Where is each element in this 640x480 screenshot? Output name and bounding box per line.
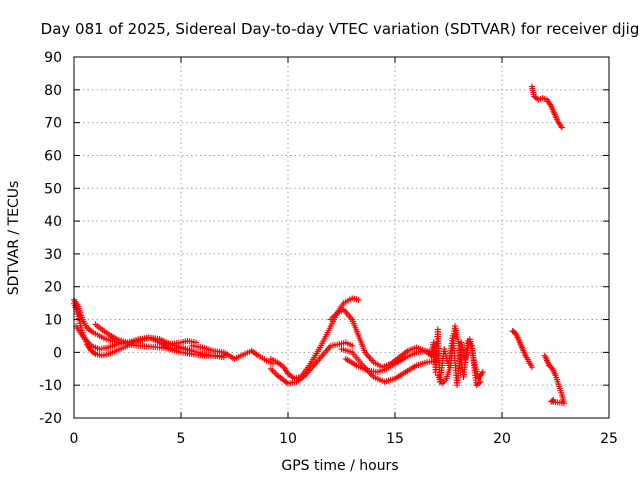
x-tick-label: 0: [70, 431, 79, 447]
x-axis-label: GPS time / hours: [281, 458, 398, 474]
data-marks: [71, 83, 568, 407]
x-tick-label: 20: [493, 431, 511, 447]
data-point: [528, 364, 535, 371]
x-tick-label: 25: [600, 431, 618, 447]
data-point: [355, 296, 362, 303]
y-tick-label: 70: [44, 116, 62, 132]
plot-frame: [73, 56, 610, 419]
y-tick-label: -20: [39, 411, 62, 427]
x-tick-label: 10: [279, 431, 297, 447]
data-point: [349, 342, 356, 349]
data-point: [549, 397, 556, 404]
y-tick-label: -10: [39, 378, 62, 394]
data-point: [550, 396, 557, 403]
data-point: [479, 369, 486, 376]
y-tick-label: 20: [44, 280, 62, 296]
chart-title: Day 081 of 2025, Sidereal Day-to-day VTE…: [41, 20, 640, 38]
y-tick-label: 60: [44, 148, 62, 164]
data-point: [558, 124, 565, 131]
data-point: [476, 379, 483, 386]
y-tick-label: 30: [44, 247, 62, 263]
y-tick-label: 50: [44, 181, 62, 197]
y-tick-label: 80: [44, 83, 62, 99]
y-tick-label: 0: [53, 345, 62, 361]
data-point: [283, 379, 290, 386]
y-tick-label: 90: [44, 50, 62, 66]
x-tick-label: 15: [386, 431, 404, 447]
y-tick-label: 40: [44, 214, 62, 230]
data-point: [477, 378, 484, 385]
y-axis-label: SDTVAR / TECUs: [6, 181, 22, 296]
y-tick-label: 10: [44, 313, 62, 329]
axes: 0 5 10 15 20 25 -20 -10 0 10 20 30 40 50 60 70 80 90: [39, 50, 618, 447]
data-point: [90, 349, 97, 356]
grid-lines: [74, 57, 609, 418]
x-tick-label: 5: [177, 431, 186, 447]
